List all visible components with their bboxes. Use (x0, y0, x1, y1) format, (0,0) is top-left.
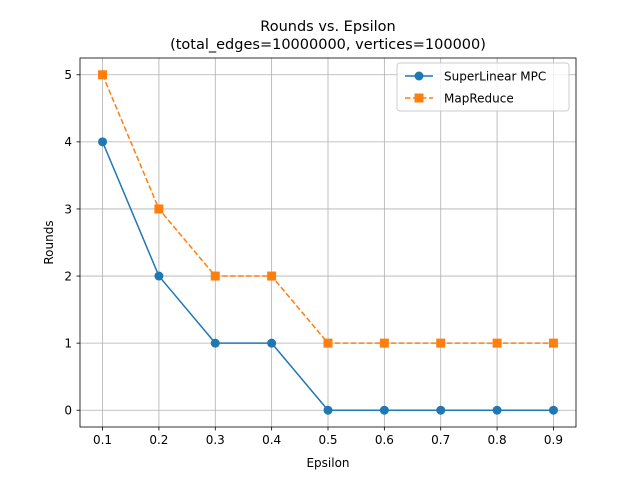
data-point-superlinear-mpc (323, 405, 333, 415)
y-tick-label: 0 (64, 404, 72, 418)
data-point-mapreduce (267, 271, 277, 281)
x-tick-label: 0.1 (93, 433, 112, 447)
data-point-mapreduce (548, 338, 558, 348)
x-tick-label: 0.8 (488, 433, 507, 447)
x-tick-label: 0.2 (149, 433, 168, 447)
y-tick-label: 5 (64, 68, 72, 82)
legend-marker-superlinear-mpc (414, 71, 424, 81)
data-point-superlinear-mpc (436, 405, 446, 415)
x-tick-label: 0.6 (375, 433, 394, 447)
x-axis-label: Epsilon (306, 456, 349, 470)
data-point-superlinear-mpc (154, 271, 164, 281)
chart-title-line-2: (total_edges=10000000, vertices=100000) (170, 37, 486, 53)
legend: SuperLinear MPC MapReduce (396, 62, 570, 112)
legend-label-mapreduce: MapReduce (444, 92, 514, 106)
y-tick-label: 1 (64, 336, 72, 350)
data-point-superlinear-mpc (267, 338, 277, 348)
data-point-mapreduce (323, 338, 333, 348)
y-tick-label: 3 (64, 202, 72, 216)
legend-label-superlinear-mpc: SuperLinear MPC (444, 70, 546, 84)
data-point-mapreduce (492, 338, 502, 348)
data-point-mapreduce (210, 271, 220, 281)
x-tick-label: 0.9 (544, 433, 563, 447)
x-tick-label: 0.7 (431, 433, 450, 447)
legend-marker-mapreduce (414, 93, 424, 103)
data-point-superlinear-mpc (210, 338, 220, 348)
axis-ticks: 0.1 0.2 0.3 0.4 0.5 0.6 0.7 0.8 0.9 0 1 2 3 4 5 (64, 68, 563, 447)
data-point-mapreduce (98, 70, 108, 80)
x-tick-label: 0.3 (206, 433, 225, 447)
data-point-mapreduce (379, 338, 389, 348)
y-tick-label: 2 (64, 269, 72, 283)
data-point-mapreduce (154, 204, 164, 214)
data-point-superlinear-mpc (98, 137, 108, 147)
legend-box (396, 62, 570, 112)
x-tick-label: 0.5 (318, 433, 337, 447)
data-point-superlinear-mpc (492, 405, 502, 415)
series-group (98, 70, 558, 415)
chart-title-line-1: Rounds vs. Epsilon (260, 19, 395, 35)
data-point-mapreduce (436, 338, 446, 348)
data-point-superlinear-mpc (379, 405, 389, 415)
x-tick-label: 0.4 (262, 433, 281, 447)
y-tick-label: 4 (64, 135, 72, 149)
data-point-superlinear-mpc (548, 405, 558, 415)
y-axis-label: Rounds (42, 220, 56, 264)
